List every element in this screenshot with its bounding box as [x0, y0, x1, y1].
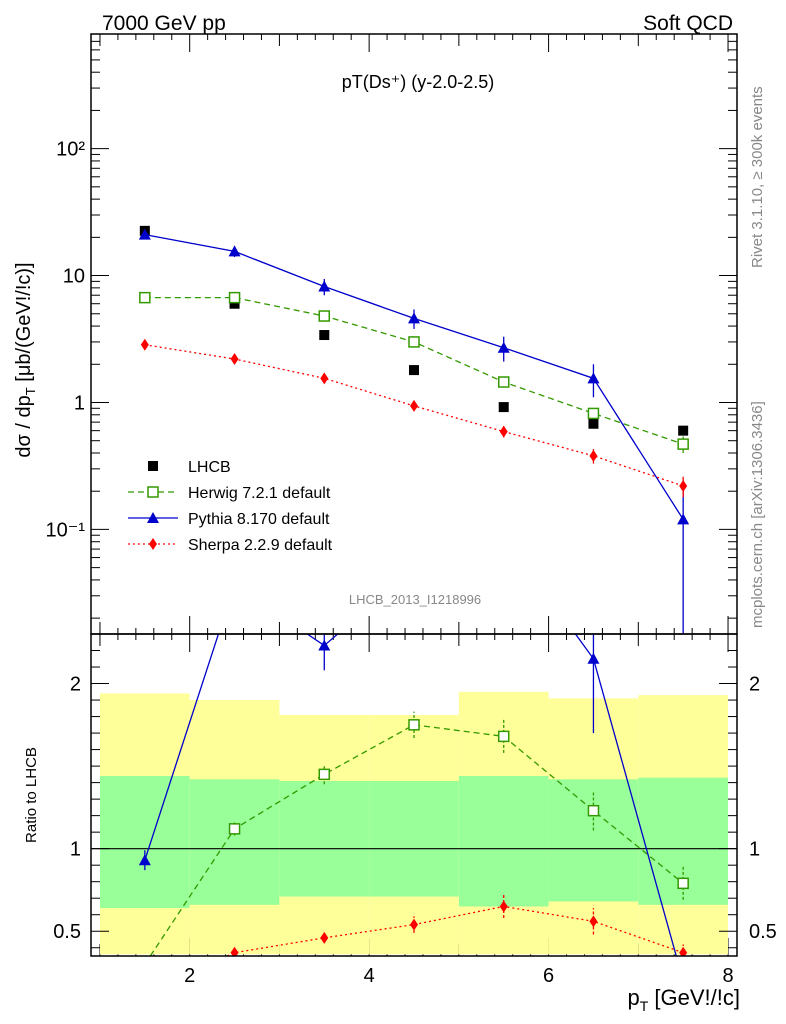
- series-point: [408, 336, 420, 348]
- legend-marker: [149, 538, 157, 550]
- ratio-y-tick-label: 2: [70, 674, 81, 696]
- analysis-watermark: LHCB_2013_I1218996: [349, 592, 481, 607]
- ratio-point: [499, 900, 508, 913]
- ratio-point: [410, 918, 418, 931]
- xlabel: pT [GeV!/!c]: [627, 985, 740, 1014]
- series-point: [677, 513, 690, 525]
- series-point: [139, 291, 151, 304]
- lhcb-point: [498, 402, 509, 413]
- legend-marker: [147, 486, 159, 498]
- ratio-point: [138, 854, 151, 866]
- ratio-point: [318, 768, 331, 781]
- series-point: [679, 479, 688, 492]
- legend-label: Sherpa 2.2.9 default: [188, 537, 333, 554]
- rivet-label: Rivet 3.1.10, ≥ 300k events: [749, 86, 766, 268]
- ratio-point: [229, 578, 241, 589]
- ratio-point: [587, 652, 600, 664]
- series-point: [499, 425, 508, 438]
- ratio-point: [228, 823, 241, 835]
- inner-band: [458, 776, 549, 907]
- y-tick-label: 10⁻¹: [46, 519, 86, 541]
- series-point: [497, 376, 510, 388]
- ratio-point: [498, 529, 510, 540]
- lhcb-point: [319, 330, 330, 341]
- header-left: 7000 GeV pp: [102, 12, 226, 35]
- y-tick-label: 10²: [56, 139, 85, 161]
- series-point: [589, 449, 598, 462]
- lhcb-point: [409, 365, 419, 376]
- lhcb-point: [229, 298, 240, 309]
- series-point: [228, 291, 241, 304]
- ratio-point: [320, 931, 329, 944]
- ratio-y-tick-label: 1: [70, 839, 81, 861]
- x-tick-label: 8: [722, 965, 733, 987]
- ratio-y-tick-label-right: 2: [749, 674, 760, 696]
- ratio-series: [141, 894, 688, 998]
- plot-title: pT(Ds⁺) (y-2.0-2.5): [342, 72, 495, 92]
- series-point: [140, 338, 149, 351]
- series-point: [677, 438, 689, 450]
- legend-marker: [148, 461, 158, 471]
- inner-band: [99, 776, 190, 909]
- y-tick-label: 10: [63, 266, 85, 288]
- inner-band: [279, 780, 370, 897]
- ratio-ylabel: Ratio to LHCB: [23, 747, 40, 843]
- series-point: [587, 372, 600, 384]
- ratio-point: [679, 946, 688, 956]
- main-plot: [138, 225, 690, 634]
- legend-marker: [147, 512, 159, 523]
- ratio-y-tick-label: 0.5: [53, 921, 81, 943]
- series-point: [138, 228, 151, 240]
- ratio-y-tick-label-right: 0.5: [749, 921, 777, 943]
- y-tick-label: 1: [74, 392, 85, 414]
- x-tick-label: 6: [543, 965, 554, 987]
- legend-label: Herwig 7.2.1 default: [188, 485, 331, 502]
- inner-band: [189, 779, 280, 905]
- inner-band: [369, 780, 459, 897]
- lhcb-point: [678, 425, 689, 436]
- header-right: Soft QCD: [643, 12, 733, 35]
- series-point: [230, 353, 239, 366]
- main-ylabel: dσ / dpT [μb/(GeV!/!c)]: [13, 262, 38, 457]
- x-tick-label: 2: [184, 965, 195, 987]
- lhcb-point: [588, 418, 599, 429]
- ratio-y-tick-label-right: 1: [749, 839, 760, 861]
- series-point: [497, 341, 510, 353]
- ratio-point: [408, 719, 420, 731]
- series-point: [228, 245, 241, 257]
- ratio-point: [677, 877, 689, 890]
- ratio-series: [140, 711, 689, 969]
- ratio-point: [587, 804, 600, 817]
- series-point: [408, 312, 420, 324]
- ratio-point: [230, 946, 239, 956]
- ratio-point: [140, 959, 150, 969]
- legend-label: LHCB: [188, 459, 231, 476]
- ratio-frame: [90, 633, 738, 957]
- legend-label: Pythia 8.170 default: [188, 511, 330, 528]
- ratio-point: [408, 562, 420, 573]
- ratio-point: [141, 986, 149, 998]
- series-point: [410, 399, 418, 412]
- series-point: [318, 280, 331, 292]
- ratio-series: [138, 529, 684, 956]
- series-line: [144, 234, 684, 520]
- x-tick-label: 4: [364, 965, 375, 987]
- mcplots-label: mcplots.cern.ch [arXiv:1306.3436]: [749, 401, 766, 628]
- series-point: [320, 372, 329, 385]
- series-point: [587, 407, 600, 420]
- ratio-point: [589, 915, 598, 928]
- ratio-point: [318, 639, 331, 651]
- ratio-point: [497, 730, 510, 743]
- series-point: [318, 310, 331, 322]
